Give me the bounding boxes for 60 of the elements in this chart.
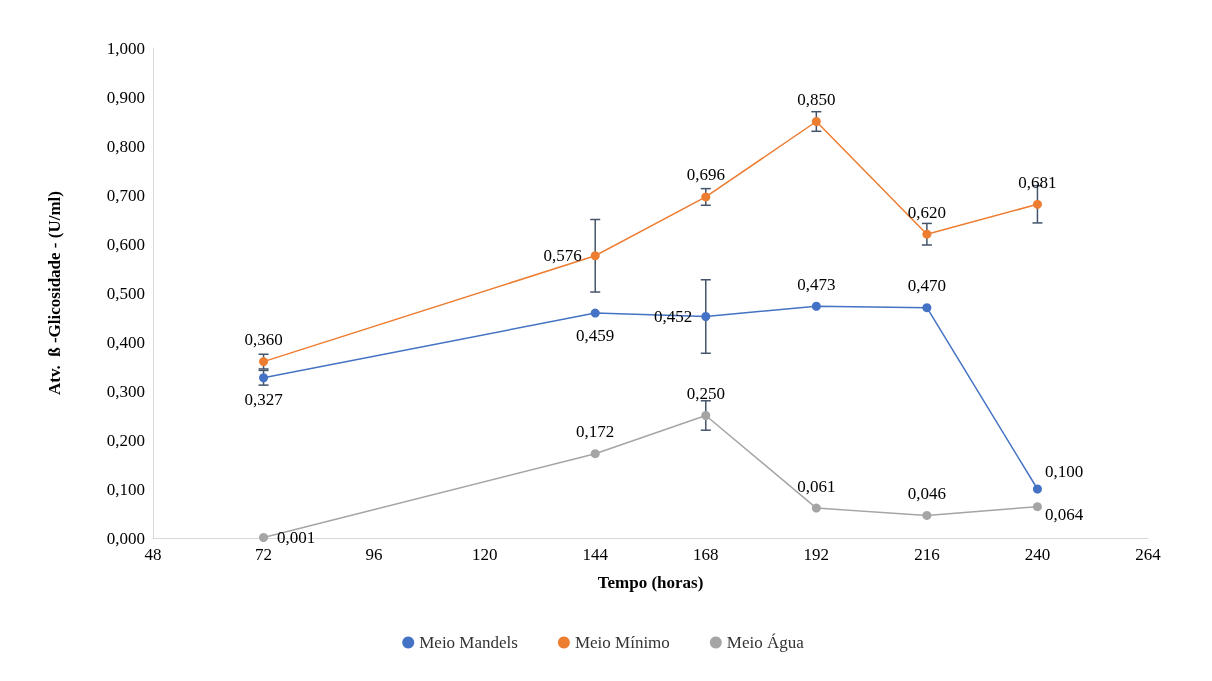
x-axis-title: Tempo (horas) xyxy=(597,573,704,592)
y-tick-label: 0,900 xyxy=(106,87,145,107)
x-tick-label: 240 xyxy=(1024,545,1051,564)
point xyxy=(1032,199,1042,209)
data-label: 0,061 xyxy=(797,476,836,496)
data-label: 0,576 xyxy=(543,246,582,266)
data-label: 0,172 xyxy=(576,422,615,442)
data-label: 0,360 xyxy=(244,330,283,350)
y-tick-label: 0,300 xyxy=(106,381,145,401)
point xyxy=(922,303,932,313)
data-label: 0,250 xyxy=(686,384,725,403)
legend-label: Meio Mandels xyxy=(419,633,518,652)
point xyxy=(590,251,600,261)
x-tick-label: 216 xyxy=(914,545,940,564)
data-label: 0,327 xyxy=(244,390,284,410)
y-tick-label: 0,600 xyxy=(106,234,145,254)
y-tick-label: 0,100 xyxy=(106,479,145,499)
data-label: 0,064 xyxy=(1044,505,1084,525)
x-tick-label: 120 xyxy=(471,545,498,564)
point xyxy=(259,533,269,543)
data-label: 0,046 xyxy=(907,483,947,503)
x-tick-label: 72 xyxy=(255,545,273,564)
x-tick-label: 96 xyxy=(365,545,383,564)
point xyxy=(811,503,821,513)
data-label: 0,100 xyxy=(1044,461,1084,481)
point xyxy=(590,449,600,459)
data-label: 0,850 xyxy=(797,90,836,109)
point xyxy=(701,192,711,202)
x-tick-label: 168 xyxy=(693,545,719,564)
x-tick-label: 192 xyxy=(803,545,830,564)
x-tick-label: 144 xyxy=(582,545,609,564)
y-tick-label: 0,800 xyxy=(106,136,145,156)
point xyxy=(1032,484,1042,494)
data-label: 0,620 xyxy=(907,202,947,222)
data-label: 0,696 xyxy=(686,165,725,185)
point xyxy=(811,301,821,311)
point xyxy=(922,229,932,239)
y-tick-label: 0,200 xyxy=(106,430,145,450)
y-tick-label: 0,700 xyxy=(106,185,145,205)
point xyxy=(701,411,711,420)
y-axis-title: Atv. ß -Glicosidade - (U/ml) xyxy=(45,191,64,395)
legend-label: Meio Mínimo xyxy=(574,633,670,652)
data-label: 0,470 xyxy=(907,276,947,296)
y-tick-label: 0,500 xyxy=(106,283,145,303)
data-label: 0,459 xyxy=(576,325,615,345)
data-label: 0,473 xyxy=(797,274,836,294)
y-tick-label: 0,000 xyxy=(106,528,145,548)
y-tick-label: 0,400 xyxy=(106,332,145,352)
point xyxy=(922,510,932,520)
x-tick-label: 48 xyxy=(144,545,162,564)
point xyxy=(701,312,711,322)
data-label: 0,681 xyxy=(1018,172,1057,192)
point xyxy=(811,117,821,126)
point xyxy=(1032,502,1042,512)
y-tick-label: 1,000 xyxy=(106,38,145,58)
point xyxy=(259,373,269,383)
data-label: 0,001 xyxy=(277,528,316,548)
legend-label: Meio Água xyxy=(726,633,805,652)
x-tick-label: 264 xyxy=(1135,545,1162,564)
point xyxy=(590,308,600,318)
